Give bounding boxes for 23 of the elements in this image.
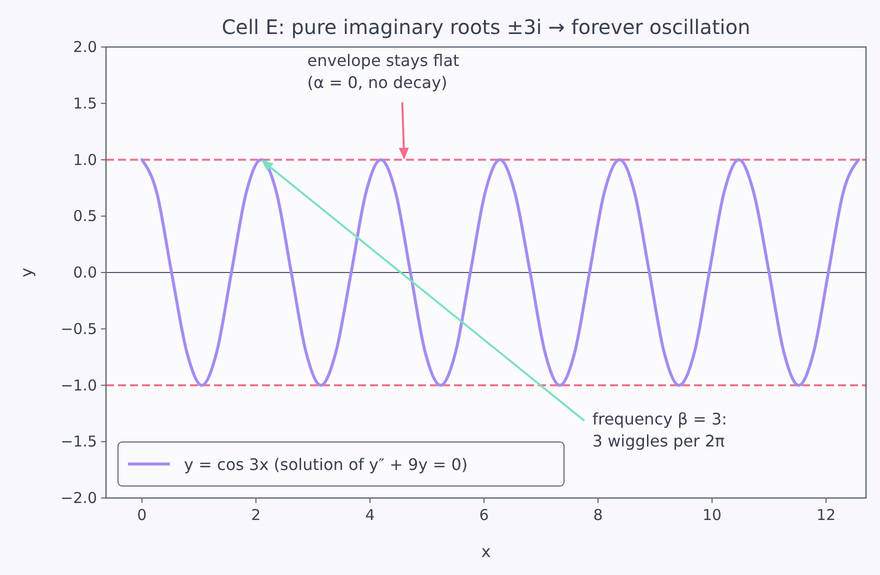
line-series: [140, 158, 860, 387]
x-tick-label: 12: [816, 506, 836, 524]
x-tick-label: 4: [365, 506, 375, 524]
y-tick-label: −1.0: [60, 376, 97, 394]
chart-title: Cell E: pure imaginary roots ±3i → forever oscillation: [222, 15, 750, 39]
x-tick-label: 2: [251, 506, 261, 524]
y-tick-label: 2.0: [73, 38, 97, 56]
annotation: frequency β = 3: 3 wiggles per 2π: [592, 410, 728, 451]
y-tick-label: 0.0: [73, 264, 97, 282]
y-tick-label: 0.5: [73, 207, 97, 226]
y-tick-label: −1.5: [60, 432, 97, 451]
x-tick-label: 0: [137, 506, 147, 524]
y-tick-label: −2.0: [60, 489, 97, 507]
y-tick-label: 1.0: [73, 150, 97, 169]
annotation: envelope stays flat (α = 0, no decay): [307, 51, 460, 92]
x-axis-title: x: [481, 542, 491, 561]
x-tick-label: 6: [479, 506, 489, 524]
x-tick-label: 8: [593, 506, 603, 524]
x-tick-label: 10: [702, 506, 722, 524]
legend-label: y = cos 3x (solution of y″ + 9y = 0): [184, 455, 468, 474]
y-tick-label: −0.5: [60, 320, 97, 338]
y-axis-title: y: [17, 268, 36, 278]
y-tick-label: 1.5: [73, 94, 97, 112]
